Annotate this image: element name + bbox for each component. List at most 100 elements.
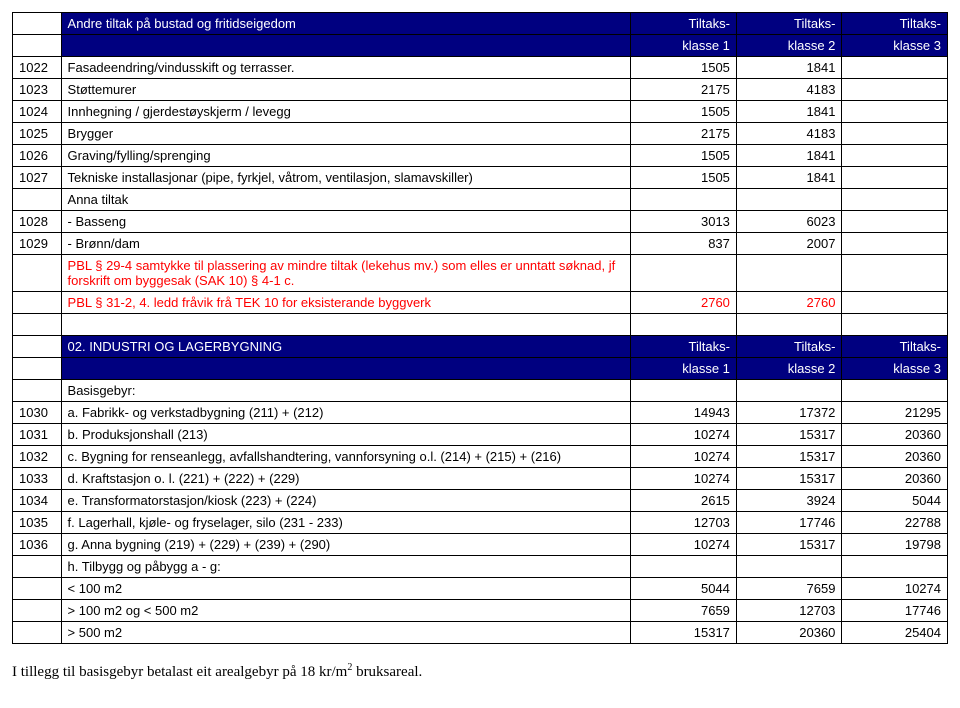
table-row: 1032c. Bygning for renseanlegg, avfallsh… <box>13 446 948 468</box>
row-desc: c. Bygning for renseanlegg, avfallshandt… <box>61 446 631 468</box>
row-val-3 <box>842 211 948 233</box>
row-id: 1035 <box>13 512 62 534</box>
row-val-1: 10274 <box>631 468 737 490</box>
table-row: Anna tiltak <box>13 189 948 211</box>
row-val-1: 3013 <box>631 211 737 233</box>
row-desc: PBL § 31-2, 4. ledd fråvik frå TEK 10 fo… <box>61 292 631 314</box>
row-val-2: 1841 <box>736 145 842 167</box>
row-desc: a. Fabrikk- og verkstadbygning (211) + (… <box>61 402 631 424</box>
row-val-1: 10274 <box>631 534 737 556</box>
row-val-2: 3924 <box>736 490 842 512</box>
table-row: h. Tilbygg og påbygg a - g: <box>13 556 948 578</box>
row-id: 1031 <box>13 424 62 446</box>
table-row: 1034e. Transformatorstasjon/kiosk (223) … <box>13 490 948 512</box>
col-header-3b: klasse 3 <box>842 35 948 57</box>
row-val-3 <box>842 556 948 578</box>
row-desc: g. Anna bygning (219) + (229) + (239) + … <box>61 534 631 556</box>
row-desc: Graving/fylling/sprenging <box>61 145 631 167</box>
row-id: 1032 <box>13 446 62 468</box>
row-val-3: 5044 <box>842 490 948 512</box>
row-val-3: 21295 <box>842 402 948 424</box>
row-val-3 <box>842 57 948 79</box>
row-desc: - Basseng <box>61 211 631 233</box>
row-id <box>13 189 62 211</box>
table-row: 1033d. Kraftstasjon o. l. (221) + (222) … <box>13 468 948 490</box>
row-desc: > 500 m2 <box>61 622 631 644</box>
row-val-2: 6023 <box>736 211 842 233</box>
table-row: PBL § 29-4 samtykke til plassering av mi… <box>13 255 948 292</box>
table-row: 1026Graving/fylling/sprenging15051841 <box>13 145 948 167</box>
row-val-3 <box>842 79 948 101</box>
row-val-2: 15317 <box>736 424 842 446</box>
row-val-3: 19798 <box>842 534 948 556</box>
footer-note: I tillegg til basisgebyr betalast eit ar… <box>12 662 948 681</box>
table-row: 1036g. Anna bygning (219) + (229) + (239… <box>13 534 948 556</box>
table-row: 1025Brygger21754183 <box>13 123 948 145</box>
row-val-1: 5044 <box>631 578 737 600</box>
row-desc: < 100 m2 <box>61 578 631 600</box>
row-val-2: 17372 <box>736 402 842 424</box>
table-row: 1022Fasadeendring/vindusskift og terrass… <box>13 57 948 79</box>
row-id: 1022 <box>13 57 62 79</box>
col-header-1b: klasse 1 <box>631 35 737 57</box>
row-val-2: 2760 <box>736 292 842 314</box>
col-header-2b: klasse 2 <box>736 35 842 57</box>
table-row: klasse 1klasse 2klasse 3 <box>13 358 948 380</box>
footer-prefix: I tillegg til basisgebyr betalast eit ar… <box>12 664 347 680</box>
row-desc: f. Lagerhall, kjøle- og fryselager, silo… <box>61 512 631 534</box>
table-row: 1031b. Produksjonshall (213)102741531720… <box>13 424 948 446</box>
row-val-1: 10274 <box>631 424 737 446</box>
row-val-1: 1505 <box>631 167 737 189</box>
row-val-2 <box>736 255 842 292</box>
row-val-2: 15317 <box>736 446 842 468</box>
row-val-1: 1505 <box>631 57 737 79</box>
row-desc: b. Produksjonshall (213) <box>61 424 631 446</box>
row-id: 1027 <box>13 167 62 189</box>
row-val-3: 25404 <box>842 622 948 644</box>
row-val-1: 7659 <box>631 600 737 622</box>
fees-table: Andre tiltak på bustad og fritidseigedom… <box>12 12 948 644</box>
row-id: 1024 <box>13 101 62 123</box>
row-val-2: 15317 <box>736 468 842 490</box>
row-id <box>13 556 62 578</box>
row-val-2: 2007 <box>736 233 842 255</box>
section1-title: Andre tiltak på bustad og fritidseigedom <box>61 13 631 35</box>
col-header-3a: Tiltaks- <box>842 13 948 35</box>
row-val-3 <box>842 101 948 123</box>
row-val-1: 2175 <box>631 79 737 101</box>
table-row: 1024Innhegning / gjerdestøyskjerm / leve… <box>13 101 948 123</box>
table-row: PBL § 31-2, 4. ledd fråvik frå TEK 10 fo… <box>13 292 948 314</box>
row-val-1: 2175 <box>631 123 737 145</box>
col-header-1a: Tiltaks- <box>631 13 737 35</box>
row-desc: e. Transformatorstasjon/kiosk (223) + (2… <box>61 490 631 512</box>
row-val-1: 2615 <box>631 490 737 512</box>
table-row <box>13 314 948 336</box>
row-id: 1036 <box>13 534 62 556</box>
row-val-3 <box>842 123 948 145</box>
row-val-3 <box>842 233 948 255</box>
row-desc: Tekniske installasjonar (pipe, fyrkjel, … <box>61 167 631 189</box>
row-id: 1028 <box>13 211 62 233</box>
basis-label: Basisgebyr: <box>61 380 631 402</box>
row-val-2: 1841 <box>736 101 842 123</box>
table-row: 1027Tekniske installasjonar (pipe, fyrkj… <box>13 167 948 189</box>
row-val-3 <box>842 292 948 314</box>
table-row: > 500 m2153172036025404 <box>13 622 948 644</box>
row-desc: d. Kraftstasjon o. l. (221) + (222) + (2… <box>61 468 631 490</box>
row-desc: PBL § 29-4 samtykke til plassering av mi… <box>61 255 631 292</box>
row-val-3: 20360 <box>842 468 948 490</box>
row-id: 1033 <box>13 468 62 490</box>
table-row: Andre tiltak på bustad og fritidseigedom… <box>13 13 948 35</box>
row-val-3 <box>842 145 948 167</box>
row-val-2: 17746 <box>736 512 842 534</box>
col-header-2a: Tiltaks- <box>736 13 842 35</box>
row-id: 1023 <box>13 79 62 101</box>
row-val-1: 14943 <box>631 402 737 424</box>
table-row: 1035f. Lagerhall, kjøle- og fryselager, … <box>13 512 948 534</box>
row-val-1: 15317 <box>631 622 737 644</box>
row-val-3: 20360 <box>842 446 948 468</box>
row-val-1: 837 <box>631 233 737 255</box>
section2-title: 02. INDUSTRI OG LAGERBYGNING <box>61 336 631 358</box>
row-id: 1034 <box>13 490 62 512</box>
row-val-2: 1841 <box>736 167 842 189</box>
